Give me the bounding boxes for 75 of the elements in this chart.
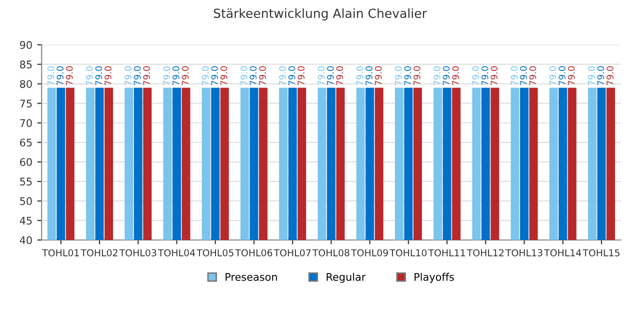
x-tick-label: TOHL03 bbox=[119, 249, 156, 256]
x-tick-label: TOHL04 bbox=[158, 249, 196, 256]
y-tick-label: 65 bbox=[20, 138, 32, 147]
x-tick-label: TOHL05 bbox=[196, 249, 234, 256]
legend-label: Preseason bbox=[226, 273, 277, 281]
data-label: 79.0 bbox=[490, 66, 498, 86]
y-tick-label: 45 bbox=[20, 216, 32, 225]
x-tick-label: TOHL10 bbox=[390, 249, 427, 256]
data-label: 79.0 bbox=[104, 66, 112, 86]
data-label: 79.0 bbox=[220, 66, 228, 86]
y-tick-label: 80 bbox=[20, 80, 32, 88]
data-label: 79.0 bbox=[442, 66, 450, 86]
y-tick-label: 75 bbox=[20, 100, 32, 108]
data-label: 79.0 bbox=[597, 66, 604, 86]
data-label: 79.0 bbox=[66, 66, 73, 86]
data-label: 79.0 bbox=[288, 66, 296, 86]
data-label: 79.0 bbox=[413, 66, 420, 86]
data-label: 79.0 bbox=[568, 66, 575, 86]
data-label: 79.0 bbox=[86, 66, 93, 86]
y-tick-label: 40 bbox=[20, 236, 32, 244]
data-label: 79.0 bbox=[56, 66, 64, 86]
data-label: 79.0 bbox=[326, 66, 334, 86]
data-label: 79.0 bbox=[481, 66, 488, 86]
x-tick-label: TOHL02 bbox=[80, 249, 118, 256]
data-label: 79.0 bbox=[95, 66, 102, 86]
data-label: 79.0 bbox=[404, 66, 412, 86]
x-tick-label: TOHL06 bbox=[235, 249, 272, 256]
data-label: 79.0 bbox=[134, 66, 141, 86]
data-label: 79.0 bbox=[163, 66, 170, 86]
data-label: 79.0 bbox=[250, 66, 257, 86]
data-label: 79.0 bbox=[124, 66, 132, 86]
legend-label: Regular bbox=[326, 272, 366, 283]
data-label: 79.0 bbox=[240, 66, 248, 86]
legend-label: Playoffs bbox=[414, 272, 454, 283]
data-label: 79.0 bbox=[510, 66, 518, 86]
data-label: 79.0 bbox=[143, 66, 150, 86]
y-tick-label: 90 bbox=[20, 41, 32, 49]
x-tick-label: TOHL11 bbox=[428, 249, 465, 256]
data-label: 79.0 bbox=[558, 66, 566, 86]
y-tick-label: 70 bbox=[20, 119, 32, 127]
data-label: 79.0 bbox=[211, 66, 218, 86]
data-label: 79.0 bbox=[356, 66, 364, 86]
data-label: 79.0 bbox=[434, 66, 440, 86]
data-label: 79.0 bbox=[202, 66, 209, 86]
data-label: 79.0 bbox=[452, 66, 459, 86]
chart-title: Stärkeentwicklung Alain Chevalier bbox=[214, 8, 427, 20]
data-label: 79.0 bbox=[588, 66, 595, 86]
y-tick-label: 55 bbox=[20, 178, 32, 186]
data-label: 79.0 bbox=[259, 66, 266, 86]
data-label: 79.0 bbox=[318, 66, 325, 86]
x-tick-label: TOHL07 bbox=[274, 249, 311, 256]
data-label: 79.0 bbox=[520, 66, 527, 86]
data-label: 79.0 bbox=[549, 66, 556, 86]
data-label: 79.0 bbox=[472, 66, 480, 86]
x-tick-label: TOHL14 bbox=[544, 249, 582, 256]
x-tick-label: TOHL12 bbox=[466, 249, 504, 256]
data-label: 79.0 bbox=[366, 66, 372, 86]
y-tick-label: 50 bbox=[20, 197, 32, 206]
x-tick-label: TOHL08 bbox=[312, 249, 350, 256]
data-label: 79.0 bbox=[298, 66, 304, 86]
data-label: 79.0 bbox=[529, 66, 536, 86]
data-label: 79.0 bbox=[374, 66, 382, 86]
data-label: 79.0 bbox=[182, 66, 189, 86]
data-label: 79.0 bbox=[606, 66, 614, 86]
x-tick-label: TOHL15 bbox=[582, 249, 620, 256]
data-label: 79.0 bbox=[336, 66, 344, 86]
x-tick-label: TOHL09 bbox=[350, 249, 388, 256]
data-label: 79.0 bbox=[47, 66, 54, 86]
data-label: 79.0 bbox=[394, 66, 402, 86]
x-tick-label: TOHL01 bbox=[42, 249, 79, 256]
x-tick-label: TOHL13 bbox=[505, 249, 542, 256]
y-tick-label: 60 bbox=[20, 158, 32, 166]
data-label: 79.0 bbox=[279, 66, 286, 86]
data-label: 79.0 bbox=[172, 66, 180, 86]
y-tick-label: 85 bbox=[20, 60, 32, 68]
